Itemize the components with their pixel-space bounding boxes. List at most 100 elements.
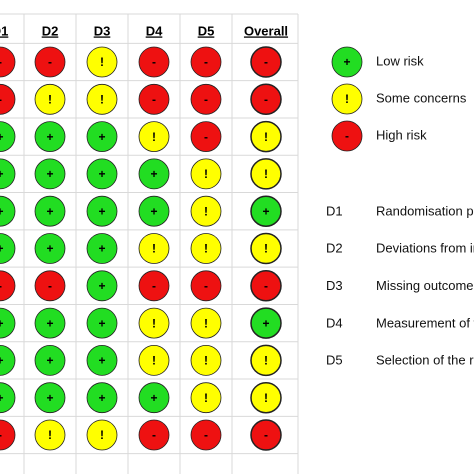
judgement-circle <box>138 307 170 339</box>
judgement-circle <box>0 270 16 302</box>
judgement-symbol: - <box>152 428 156 442</box>
judgement-symbol: ! <box>100 428 104 442</box>
judgement-circle <box>190 233 222 264</box>
domain-key: D5 <box>326 353 343 368</box>
judgement-symbol: + <box>0 316 4 330</box>
judgement-circle <box>190 382 222 414</box>
judgement-symbol: + <box>0 242 4 256</box>
judgement-circle <box>250 381 282 414</box>
legend-symbol: + <box>343 55 350 69</box>
judgement-circle <box>250 419 282 451</box>
judgement-circle <box>0 46 16 78</box>
domain-key: D3 <box>326 278 343 293</box>
judgement-symbol: + <box>98 167 105 181</box>
judgement-circle <box>138 270 170 302</box>
column-header: D2 <box>42 23 59 38</box>
judgement-circle <box>0 419 16 451</box>
judgement-symbol: ! <box>264 130 268 144</box>
column-header: D1 <box>0 23 8 38</box>
judgement-circle <box>0 195 16 227</box>
judgement-symbol: + <box>98 316 105 330</box>
judgement-circle <box>250 344 282 377</box>
judgement-circle <box>34 233 66 264</box>
judgement-circle <box>250 46 282 78</box>
judgement-symbol: - <box>152 92 156 106</box>
judgement-symbol: + <box>262 316 269 330</box>
column-header: Overall <box>244 23 288 38</box>
judgement-circle <box>34 46 66 78</box>
judgement-symbol: + <box>0 391 4 405</box>
judgement-circle <box>34 121 66 153</box>
judgement-symbol: - <box>264 55 268 69</box>
legend-circle <box>331 46 363 78</box>
column-header: D4 <box>146 23 163 38</box>
judgement-circle <box>250 158 282 190</box>
judgement-symbol: + <box>46 204 53 218</box>
judgement-symbol: - <box>204 279 208 293</box>
legend-label: Low risk <box>376 53 424 68</box>
judgement-symbol: + <box>150 391 157 405</box>
judgement-circle <box>86 419 118 451</box>
judgement-circle <box>190 46 222 78</box>
legend-circle <box>331 120 363 152</box>
judgement-circle <box>190 344 222 376</box>
judgement-symbol: ! <box>264 354 268 368</box>
legend-label: High risk <box>376 127 427 142</box>
judgement-circle <box>86 195 118 227</box>
judgement-symbol: + <box>98 204 105 218</box>
judgement-symbol: ! <box>264 167 268 181</box>
judgement-circle <box>250 83 282 116</box>
judgement-circle <box>0 83 16 115</box>
judgement-symbol: - <box>0 92 2 106</box>
judgement-circle <box>190 195 222 227</box>
judgement-circle <box>34 419 66 451</box>
judgement-circle <box>34 382 66 414</box>
judgement-circle <box>0 233 16 264</box>
judgement-circle <box>250 307 282 339</box>
judgement-circle <box>34 83 66 115</box>
judgement-symbol: - <box>204 55 208 69</box>
judgement-circle <box>86 158 118 190</box>
judgement-circle <box>190 270 222 302</box>
judgement-circle <box>86 121 118 153</box>
column-header: D5 <box>198 23 215 38</box>
judgement-symbol: ! <box>204 167 208 181</box>
legend-circle <box>331 83 363 115</box>
judgement-symbol: + <box>98 354 105 368</box>
judgement-circle <box>138 83 170 115</box>
domain-key: D4 <box>326 315 343 330</box>
judgement-symbol: + <box>98 279 105 293</box>
judgement-circle <box>86 307 118 339</box>
judgement-symbol: - <box>264 428 268 442</box>
judgement-symbol: + <box>98 391 105 405</box>
judgement-circle <box>34 195 66 227</box>
judgement-symbol: - <box>0 279 2 293</box>
judgement-symbol: + <box>0 204 4 218</box>
judgement-symbol: - <box>204 92 208 106</box>
judgement-symbol: + <box>46 354 53 368</box>
judgement-symbol: ! <box>48 428 52 442</box>
judgement-symbol: ! <box>204 391 208 405</box>
judgement-symbol: + <box>150 167 157 181</box>
judgement-symbol: ! <box>204 242 208 256</box>
judgement-circle <box>190 307 222 339</box>
judgement-circle <box>190 419 222 451</box>
judgement-circle <box>190 158 222 190</box>
judgement-symbol: - <box>0 55 2 69</box>
judgement-symbol: - <box>204 130 208 144</box>
legend-symbol: - <box>345 129 349 143</box>
judgement-circle <box>86 344 118 376</box>
judgement-circle <box>0 382 16 414</box>
judgement-symbol: ! <box>48 92 52 106</box>
judgement-symbol: - <box>48 279 52 293</box>
judgement-symbol: + <box>46 167 53 181</box>
judgement-symbol: ! <box>152 242 156 256</box>
judgement-symbol: ! <box>152 130 156 144</box>
domain-label: Selection of the reported result <box>376 353 474 368</box>
judgement-circle <box>0 158 16 190</box>
judgement-circle <box>86 233 118 264</box>
domain-label: Randomisation process <box>376 203 474 218</box>
judgement-symbol: - <box>152 279 156 293</box>
judgement-circle <box>0 121 16 152</box>
